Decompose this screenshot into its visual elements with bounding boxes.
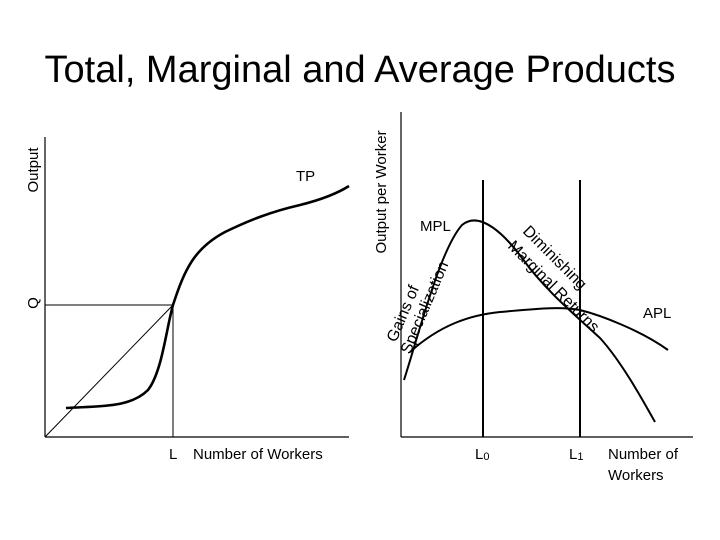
mpl-y-axis-label: Output per Worker: [373, 130, 390, 253]
slide-title: Total, Marginal and Average Products: [45, 49, 676, 91]
l0-tick-main: L: [475, 446, 483, 463]
tp-y-axis-label: Output: [25, 147, 42, 193]
tp-chart: Output Q TP L Number of Workers: [25, 137, 350, 463]
mpl-curve-label: MPL: [420, 218, 451, 235]
tp-l-tick-label: L: [169, 446, 177, 463]
l1-tick-label: L1: [569, 446, 583, 463]
mpl-curve: [403, 219, 656, 423]
tp-curve-label: TP: [296, 168, 315, 185]
tp-curve: [65, 184, 350, 410]
l1-tick-main: L: [569, 446, 577, 463]
mpl-x-axis-label-line2: Workers: [608, 467, 664, 484]
tp-q-label: Q: [25, 297, 42, 309]
average-product-ray: [44, 304, 174, 438]
l1-tick-subscript: 1: [577, 451, 583, 463]
tp-x-axis-label: Number of Workers: [193, 446, 323, 463]
apl-curve: [409, 307, 669, 353]
l0-tick-label: L0: [475, 446, 489, 463]
apl-curve-label: APL: [643, 305, 671, 322]
mpl-x-axis-label-line1: Number of: [608, 446, 679, 463]
mpl-apl-chart: Output per Worker MPL APL Gains of Speci…: [373, 112, 693, 484]
l0-tick-subscript: 0: [483, 451, 489, 463]
